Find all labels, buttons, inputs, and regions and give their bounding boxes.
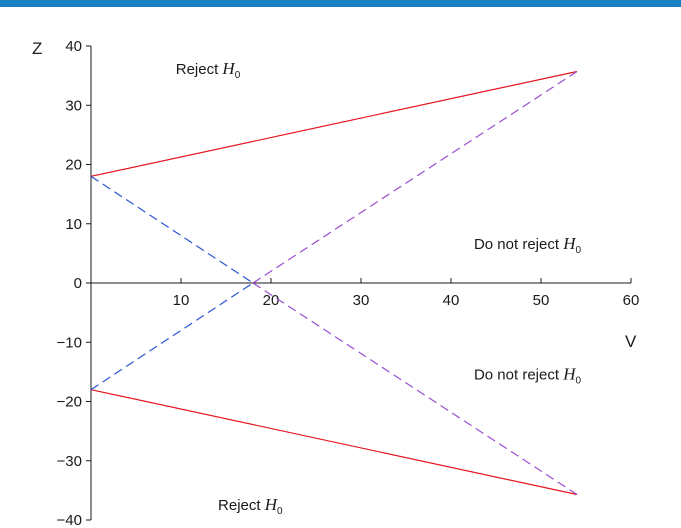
y-tick-label: 30 (65, 97, 82, 114)
y-tick-label: −30 (57, 453, 82, 470)
region-label-reject-bottom: Reject H0 (218, 495, 283, 517)
rejection-boundary-line (90, 70, 578, 177)
x-tick-label: 40 (443, 292, 460, 309)
y-tick-label: −20 (57, 394, 82, 411)
x-tick-label: 10 (173, 292, 190, 309)
top-accent-bar (0, 0, 681, 7)
y-axis-title: Z (32, 39, 42, 58)
y-tick-label: 10 (65, 216, 82, 233)
region-label-reject-top: Reject H0 (176, 59, 241, 81)
y-tick-label: −40 (57, 512, 82, 528)
region-label-not-reject-upper: Do not reject H0 (474, 234, 582, 256)
dashed-boundary-line (90, 175, 254, 284)
dashed-boundary-line (252, 70, 578, 284)
x-tick-label: 20 (263, 292, 280, 309)
y-tick-label: 40 (65, 38, 82, 55)
x-tick-label: 30 (353, 292, 370, 309)
rejection-boundary-line (90, 389, 578, 496)
dashed-boundary-line (90, 282, 254, 391)
x-tick-label: 50 (533, 292, 550, 309)
region-label-not-reject-lower: Do not reject H0 (474, 365, 582, 387)
dashed-boundary-line (252, 282, 578, 496)
x-tick-label: 60 (623, 292, 640, 309)
y-tick-label: −10 (57, 334, 82, 351)
y-tick-label: 20 (65, 157, 82, 174)
y-tick-label: 0 (74, 275, 82, 292)
x-axis-title: V (625, 332, 637, 351)
